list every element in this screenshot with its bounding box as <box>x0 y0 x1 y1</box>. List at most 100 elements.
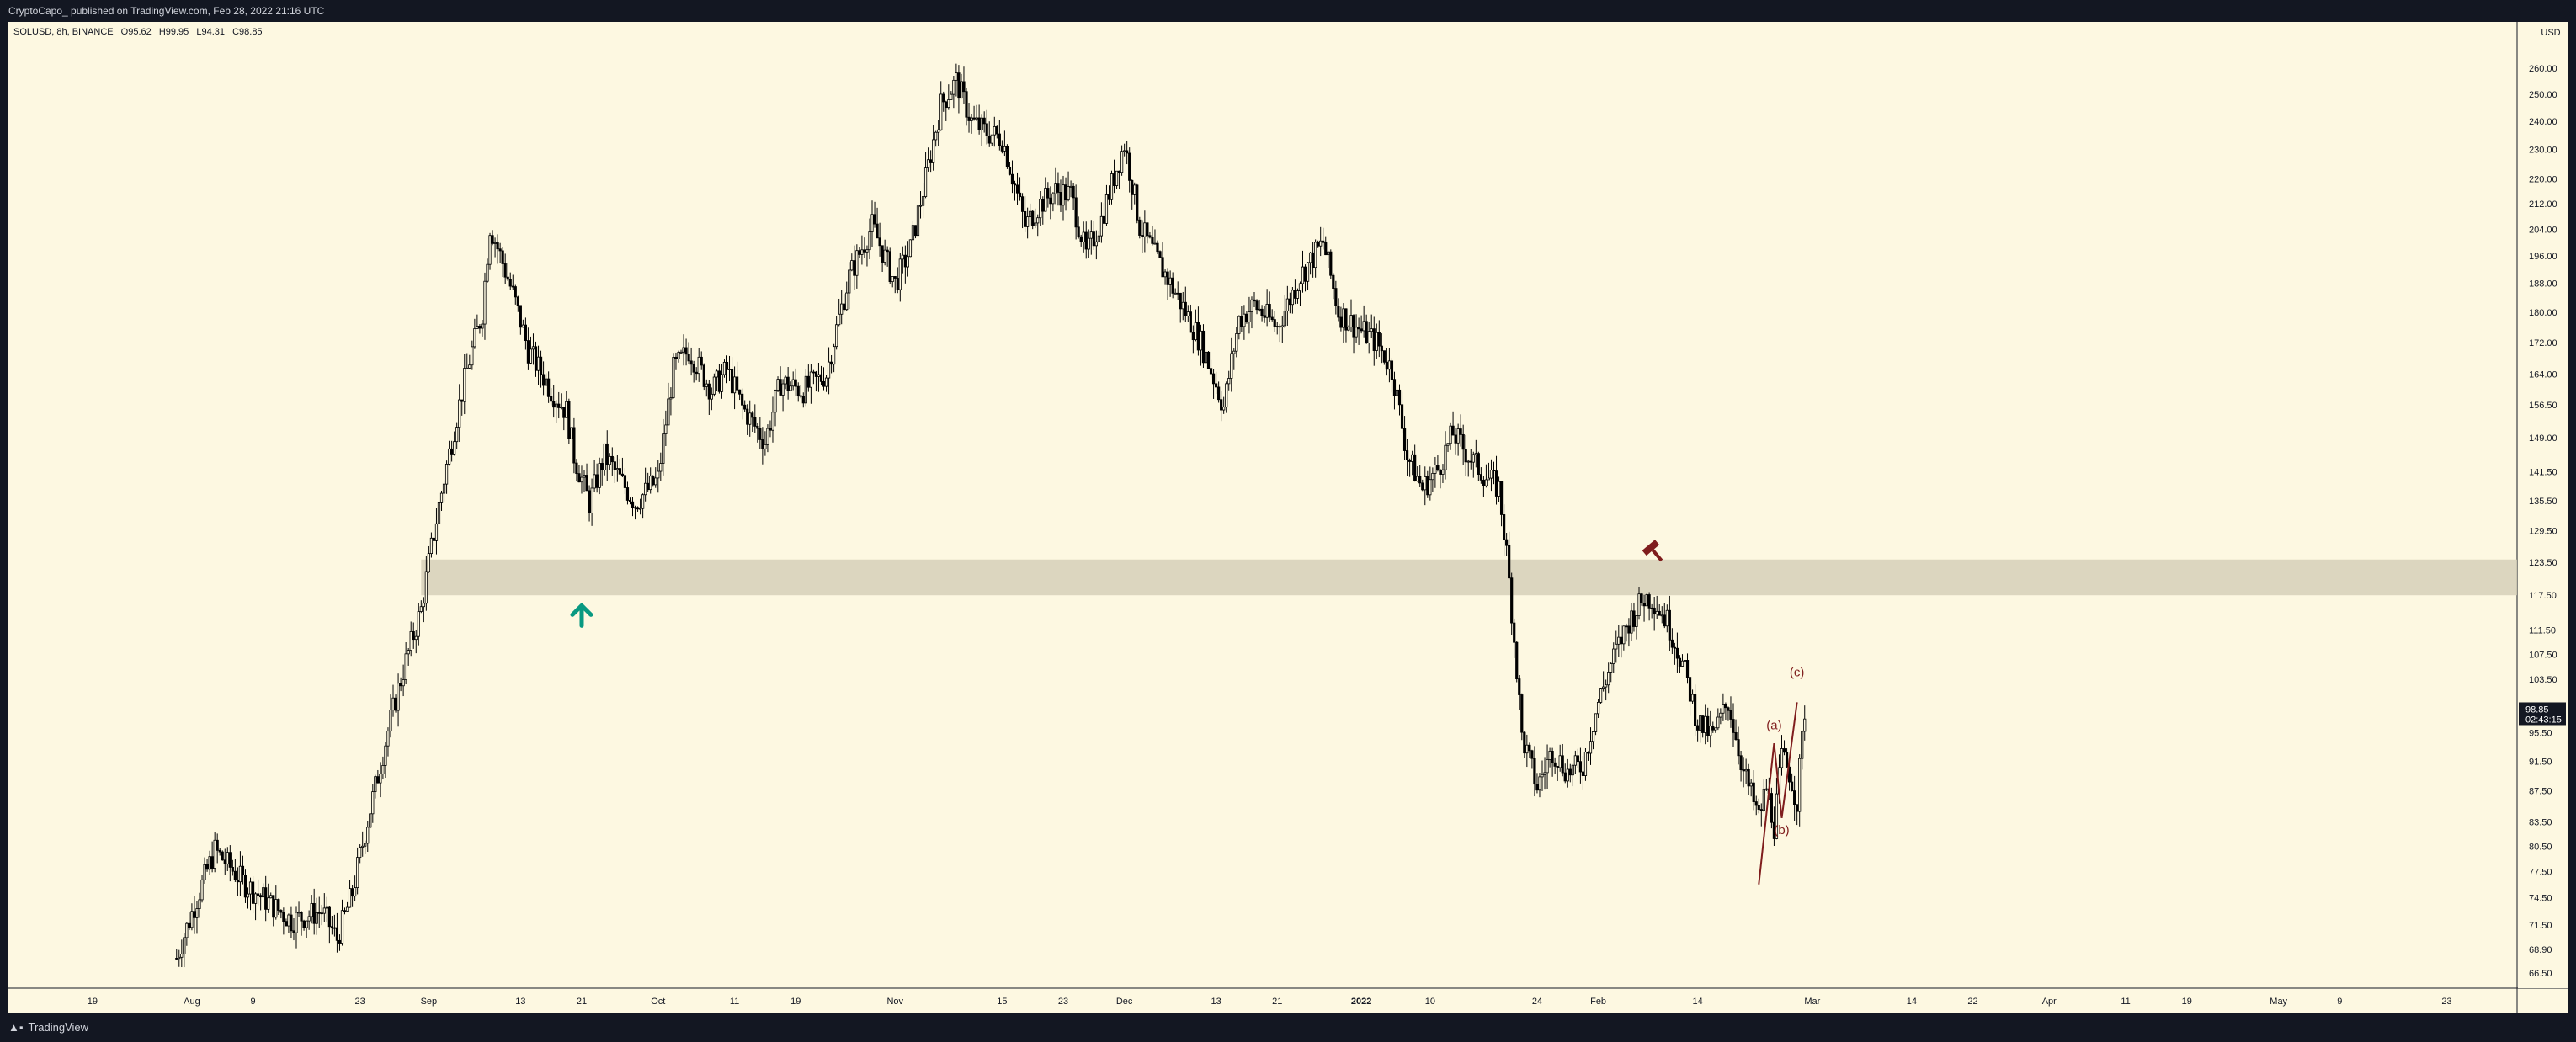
candle-body <box>1126 150 1129 154</box>
candle-body <box>1436 465 1440 470</box>
candle-body <box>1317 242 1320 247</box>
candle-body <box>1319 240 1323 247</box>
candle-body <box>424 571 428 604</box>
candle-body <box>345 906 349 912</box>
time-tick-label: Mar <box>1804 997 1820 1007</box>
candle-body <box>1020 196 1025 212</box>
candle-body <box>1179 292 1182 310</box>
candle-body <box>967 116 971 121</box>
candle-body <box>1439 470 1442 475</box>
candle-body <box>1161 257 1164 278</box>
candle-body <box>1775 793 1779 839</box>
candle-body <box>1013 183 1017 186</box>
candle-body <box>598 463 601 488</box>
candle-body <box>717 370 721 392</box>
candle-body <box>310 902 313 917</box>
candle-body <box>376 776 380 784</box>
candle-body <box>641 494 645 509</box>
candle-body <box>1211 373 1216 385</box>
candle-body <box>789 385 792 391</box>
candle-body <box>791 379 795 387</box>
candle-body <box>881 245 884 263</box>
candle-body <box>585 475 588 492</box>
candle-body <box>511 285 514 288</box>
chart-frame[interactable]: (a) (b) (c) USD 260.00 250.00 240.00 230.00 220… <box>8 22 2568 1013</box>
price-tick-label: 230.00 <box>2529 146 2557 156</box>
time-tick-label: 19 <box>2182 997 2192 1007</box>
annotations-layer: (a) (b) (c) <box>570 540 1804 885</box>
price-axis[interactable]: USD 260.00 250.00 240.00 230.00 220.00 212.00 2… <box>2518 22 2568 988</box>
candle-body <box>1044 188 1047 212</box>
candle-body <box>732 376 737 394</box>
candle-body <box>1699 715 1702 731</box>
candle-body <box>307 916 311 922</box>
candle-body <box>1079 236 1083 242</box>
candle-body <box>1411 454 1414 462</box>
candle-body <box>1670 639 1674 648</box>
candle-body <box>1635 615 1638 627</box>
candle-body <box>320 912 323 915</box>
candle-body <box>1089 231 1093 239</box>
candle-body <box>1260 308 1264 316</box>
candle-body <box>279 910 283 913</box>
candle-body <box>664 424 668 434</box>
candle-body <box>603 443 606 470</box>
time-tick-label: 9 <box>250 997 255 1007</box>
time-axis[interactable]: 19 Aug 9 23 Sep 13 21 Oct 11 19 Nov 15 23 Dec 13 21 2022… <box>88 997 2452 1007</box>
candle-body <box>748 412 752 425</box>
candle-body <box>652 476 655 486</box>
candle-body <box>1589 741 1593 754</box>
price-tick-label: 117.50 <box>2529 591 2557 601</box>
candle-body <box>1456 428 1460 444</box>
candle-body <box>707 383 711 400</box>
candle-body <box>1355 327 1358 338</box>
publisher-bar: CryptoCapo_ published on TradingView.com… <box>0 0 2576 22</box>
candle-body <box>677 352 680 360</box>
symbol-legend: SOLUSD, 8h, BINANCE O95.62 H99.95 L94.31… <box>13 27 268 37</box>
candle-body <box>1104 194 1109 224</box>
candle-body <box>262 887 265 898</box>
candle-body <box>720 374 724 392</box>
candle-body <box>804 375 807 404</box>
candle-body <box>1334 288 1338 306</box>
candle-body <box>1421 482 1424 491</box>
candle-body <box>1791 781 1794 791</box>
time-tick-label: 11 <box>730 997 739 1007</box>
candle-body <box>389 710 392 732</box>
candle-body <box>216 839 219 851</box>
candle-body <box>1015 184 1019 194</box>
time-tick-label: 11 <box>2121 997 2130 1007</box>
candle-body <box>1298 283 1302 292</box>
candle-body <box>290 914 293 932</box>
candle-body <box>466 367 469 369</box>
candle-body <box>1240 316 1243 327</box>
candle-body <box>226 852 229 864</box>
candle-body <box>1444 444 1447 470</box>
price-tick-label: 196.00 <box>2529 252 2557 262</box>
last-price-badge[interactable] <box>2519 702 2566 726</box>
time-tick-label: 22 <box>1967 997 1977 1007</box>
candle-body <box>1747 768 1750 787</box>
candle-body <box>562 407 566 418</box>
candle-body <box>1265 304 1269 318</box>
candle-body <box>776 379 780 391</box>
candle-body <box>1163 271 1167 278</box>
candle-body <box>1064 184 1067 201</box>
time-tick-label: 10 <box>1425 997 1435 1007</box>
tradingview-logo[interactable]: ▲▪ TradingView <box>8 1013 88 1042</box>
candle-body <box>1494 470 1498 497</box>
candle-body <box>198 899 201 909</box>
price-chart[interactable]: (a)(b)(c) USD260.00250.00240.00230.00220… <box>8 22 2568 1013</box>
candle-body <box>1191 332 1195 341</box>
symbol-name[interactable]: SOLUSD, 8h, BINANCE <box>13 27 114 37</box>
candle-body <box>1780 748 1784 768</box>
candle-body <box>267 897 270 910</box>
candle-body <box>1143 222 1147 237</box>
candle-body <box>883 249 886 263</box>
candle-body <box>1230 353 1233 379</box>
candle-body <box>1793 790 1796 805</box>
candle-body <box>1605 684 1608 688</box>
candle-body <box>1141 235 1144 237</box>
candle-body <box>838 313 841 326</box>
candle-body <box>1696 725 1700 731</box>
